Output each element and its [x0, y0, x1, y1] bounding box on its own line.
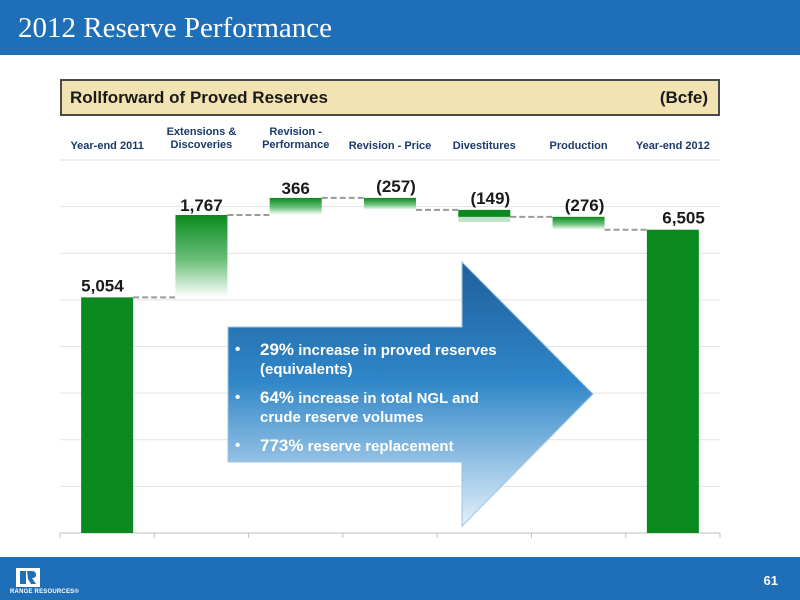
bullet-item: 29% increase in proved reserves (equival… [232, 340, 522, 379]
category-label: Divestitures [424, 140, 544, 153]
category-label: Revision - Performance [236, 126, 356, 152]
data-label: 6,505 [662, 209, 705, 228]
bar-total [81, 297, 134, 533]
bar-delta [364, 197, 416, 210]
bullet-highlight: 773% [260, 436, 304, 455]
category-label-line: Year-end 2011 [70, 140, 144, 152]
data-label: 366 [282, 179, 310, 198]
header-bar [0, 0, 800, 55]
bullet-highlight: 64% [260, 388, 295, 407]
bars [81, 197, 699, 533]
data-label: (276) [565, 196, 605, 215]
category-label-line: Revision - [269, 126, 322, 138]
waterfall-chart: 5,054 1,767 366 (257) (149) (276) 6,505 [59, 159, 721, 538]
company-logo-icon [16, 568, 40, 587]
footer-bar [0, 557, 800, 600]
connector-lines [133, 196, 647, 299]
slide-title: 2012 Reserve Performance [18, 12, 333, 44]
category-label-line: Divestitures [452, 140, 516, 152]
unit-label: (Bcfe) [659, 87, 708, 107]
bullet-text: increase in total NGL and crude reserve … [260, 390, 479, 426]
category-label-line: Production [549, 140, 608, 152]
page-number: 61 [763, 573, 778, 588]
bar-delta [552, 216, 605, 230]
category-label-line: Year-end 2012 [635, 140, 710, 152]
value-labels: 5,054 1,767 366 (257) (149) (276) 6,505 [81, 177, 705, 295]
bullet-text: increase in proved reserves (equivalents… [260, 342, 497, 378]
subtitle-box: Rollforward of Proved Reserves (Bcfe) [60, 79, 720, 116]
data-label: 5,054 [81, 276, 124, 295]
bullet-highlight: 29% [260, 340, 295, 359]
data-label: 1,767 [180, 196, 223, 215]
category-label: Revision - Price [330, 140, 450, 153]
category-label: Year-end 2011 [47, 140, 167, 153]
category-label: Production [519, 140, 639, 153]
category-label: Extensions & Discoveries [141, 126, 261, 152]
callout-text: 29% increase in proved reserves (equival… [232, 340, 522, 465]
category-label-line: Discoveries [170, 139, 233, 151]
data-label: (257) [376, 177, 416, 196]
category-label-line: Revision - Price [348, 140, 432, 152]
bullet-list: 29% increase in proved reserves (equival… [232, 340, 522, 456]
category-label-line: Extensions & [166, 126, 237, 138]
bullet-item: 773% reserve replacement [232, 436, 522, 456]
bar-delta [175, 214, 228, 298]
category-label: Year-end 2012 [613, 140, 733, 153]
bar-total [646, 229, 699, 533]
bullet-item: 64% increase in total NGL and crude rese… [232, 388, 522, 427]
brand-name: RANGE RESOURCES® [10, 589, 79, 595]
subtitle: Rollforward of Proved Reserves [70, 87, 328, 107]
data-label: (149) [470, 189, 510, 208]
bullet-text: reserve replacement [303, 438, 454, 455]
bar-delta [458, 209, 511, 217]
bar-delta [269, 197, 322, 215]
category-label-line: Performance [262, 139, 330, 151]
